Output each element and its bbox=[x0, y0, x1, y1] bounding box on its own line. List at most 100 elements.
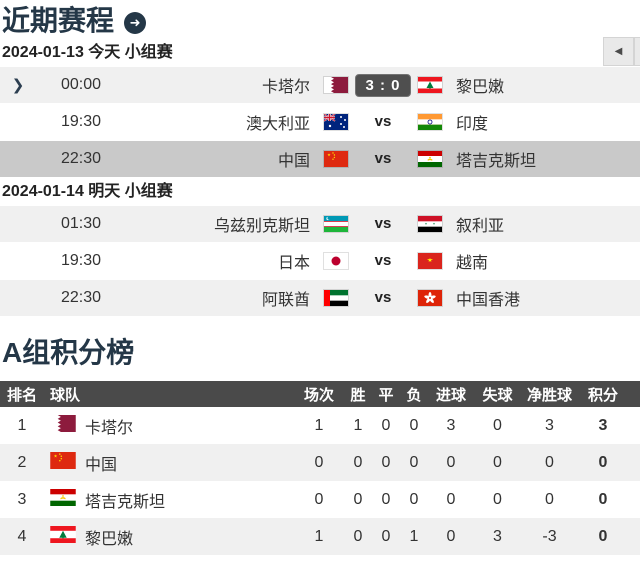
match-center: vs bbox=[352, 289, 414, 307]
match-time: 22:30 bbox=[60, 289, 102, 306]
win-cell: 0 bbox=[353, 527, 363, 545]
pager-prev-button[interactable]: ◀ bbox=[603, 37, 634, 66]
loss-cell: 0 bbox=[409, 453, 419, 471]
vs-label: vs bbox=[374, 215, 392, 232]
match-row[interactable]: ❯ 00:00 卡塔尔 3 : 0 黎巴嫩 bbox=[0, 67, 640, 104]
vs-label: vs bbox=[374, 289, 392, 306]
standings-table-header: 排名 球队 场次胜平负进球 失球 净胜球 积分 bbox=[0, 381, 640, 407]
goals-for-cell: 3 bbox=[446, 416, 456, 434]
column-header: 进球 bbox=[435, 386, 466, 404]
goals-for-cell: 0 bbox=[446, 453, 456, 471]
standings-row: 2 中国 0 0 0 0 0 0 0 0 bbox=[0, 444, 640, 481]
away-team-name: 中国香港 bbox=[456, 292, 521, 309]
away-team-name: 黎巴嫩 bbox=[456, 79, 505, 96]
home-team-name: 中国 bbox=[277, 153, 310, 170]
match-row[interactable]: 22:30 阿联酋 vs 中国香港 bbox=[0, 280, 640, 317]
tajikistan-flag-icon bbox=[414, 150, 446, 168]
away-team-name: 叙利亚 bbox=[456, 218, 505, 235]
standings-table-body: 1 卡塔尔 1 1 0 0 3 0 3 3 2 中国 0 0 0 0 0 0 0 0 3 塔吉克斯坦 0 0 0 0 0 0 0 0 4 黎巴… bbox=[0, 407, 640, 555]
team-name: 塔吉克斯坦 bbox=[85, 493, 166, 511]
goal-diff-cell: -3 bbox=[542, 527, 557, 545]
date-header: 2024-01-14 明天 小组赛 bbox=[0, 178, 640, 206]
loss-cell: 0 bbox=[409, 490, 419, 508]
team-name: 卡塔尔 bbox=[85, 419, 134, 437]
goals-against-cell: 0 bbox=[493, 453, 502, 471]
home-team-name: 日本 bbox=[277, 255, 310, 272]
match-time: 19:30 bbox=[60, 252, 102, 269]
column-header: 负 bbox=[406, 386, 422, 404]
match-time: 00:00 bbox=[60, 76, 102, 93]
standings-row: 4 黎巴嫩 1 0 0 1 0 3 -3 0 bbox=[0, 518, 640, 555]
loss-cell: 0 bbox=[409, 416, 419, 434]
column-header: 胜 bbox=[350, 386, 366, 404]
rank-cell: 2 bbox=[17, 453, 27, 471]
match-time: 19:30 bbox=[60, 113, 102, 130]
schedule-header: 近期赛程 ➜ ◀ ◀ bbox=[0, 0, 640, 66]
schedule-title-text: 近期赛程 bbox=[2, 5, 115, 36]
qatar-flag-icon bbox=[50, 414, 76, 437]
team-name: 黎巴嫩 bbox=[85, 530, 134, 548]
column-header: 积分 bbox=[587, 386, 618, 404]
team-cell: 塔吉克斯坦 bbox=[44, 488, 294, 512]
uae-flag-icon bbox=[320, 289, 352, 307]
home-team-name: 澳大利亚 bbox=[245, 116, 310, 133]
vietnam-flag-icon bbox=[414, 252, 446, 270]
uzbekistan-flag-icon bbox=[320, 215, 352, 233]
team-cell: 黎巴嫩 bbox=[44, 525, 294, 549]
win-cell: 1 bbox=[353, 416, 363, 434]
played-cell: 1 bbox=[314, 527, 324, 545]
lebanon-flag-icon bbox=[414, 76, 446, 94]
vs-label: vs bbox=[374, 252, 392, 269]
column-header: 失球 bbox=[482, 386, 513, 404]
left-triangle-icon: ◀ bbox=[614, 46, 623, 57]
team-name: 中国 bbox=[85, 456, 118, 474]
column-header: 场次 bbox=[303, 386, 334, 404]
goals-against-cell: 0 bbox=[493, 416, 502, 434]
china-flag-icon bbox=[320, 150, 352, 168]
draw-cell: 0 bbox=[381, 453, 391, 471]
match-row[interactable]: 19:30 日本 vs 越南 bbox=[0, 243, 640, 280]
match-row[interactable]: 22:30 中国 vs 塔吉克斯坦 bbox=[0, 141, 640, 178]
goal-diff-cell: 3 bbox=[545, 416, 554, 434]
match-center: vs bbox=[352, 215, 414, 233]
schedule-pager: ◀ ◀ bbox=[603, 37, 640, 68]
column-header: 排名 bbox=[6, 386, 37, 404]
goals-for-cell: 0 bbox=[446, 490, 456, 508]
match-row[interactable]: 19:30 澳大利亚 vs 印度 bbox=[0, 104, 640, 141]
schedule-list: 2024-01-13 今天 小组赛 ❯ 00:00 卡塔尔 3 : 0 黎巴嫩 19:30 澳… bbox=[0, 39, 640, 317]
tajikistan-flag-icon bbox=[50, 488, 76, 511]
away-team-name: 越南 bbox=[456, 255, 489, 272]
match-row[interactable]: 01:30 乌兹别克斯坦 vs 叙利亚 bbox=[0, 206, 640, 243]
away-team-name: 印度 bbox=[456, 116, 489, 133]
away-team-name: 塔吉克斯坦 bbox=[456, 153, 537, 170]
standings-row: 3 塔吉克斯坦 0 0 0 0 0 0 0 0 bbox=[0, 481, 640, 518]
match-center: vs bbox=[352, 113, 414, 131]
pager-next-button[interactable]: ◀ bbox=[634, 37, 640, 66]
arrow-right-circle-icon[interactable]: ➜ bbox=[124, 11, 147, 34]
draw-cell: 0 bbox=[381, 416, 391, 434]
home-team-name: 乌兹别克斯坦 bbox=[213, 218, 310, 235]
points-cell: 0 bbox=[598, 490, 608, 508]
loss-cell: 1 bbox=[409, 527, 419, 545]
points-cell: 0 bbox=[598, 453, 608, 471]
india-flag-icon bbox=[414, 113, 446, 131]
column-header: 净胜球 bbox=[526, 386, 572, 404]
played-cell: 0 bbox=[314, 490, 324, 508]
lebanon-flag-icon bbox=[50, 525, 76, 548]
column-header: 平 bbox=[378, 386, 394, 404]
home-team-name: 卡塔尔 bbox=[261, 79, 310, 96]
goals-against-cell: 0 bbox=[493, 490, 502, 508]
points-cell: 3 bbox=[598, 416, 608, 434]
vs-label: vs bbox=[374, 150, 392, 167]
rank-cell: 3 bbox=[17, 490, 27, 508]
column-header: 球队 bbox=[50, 386, 81, 404]
goals-for-cell: 0 bbox=[446, 527, 456, 545]
team-cell: 卡塔尔 bbox=[44, 414, 294, 438]
qatar-flag-icon bbox=[320, 76, 352, 94]
draw-cell: 0 bbox=[381, 490, 391, 508]
standings-row: 1 卡塔尔 1 1 0 0 3 0 3 3 bbox=[0, 407, 640, 444]
home-team-name: 阿联酋 bbox=[261, 292, 310, 309]
hongkong-flag-icon bbox=[414, 289, 446, 307]
win-cell: 0 bbox=[353, 453, 363, 471]
rank-cell: 1 bbox=[17, 416, 27, 434]
